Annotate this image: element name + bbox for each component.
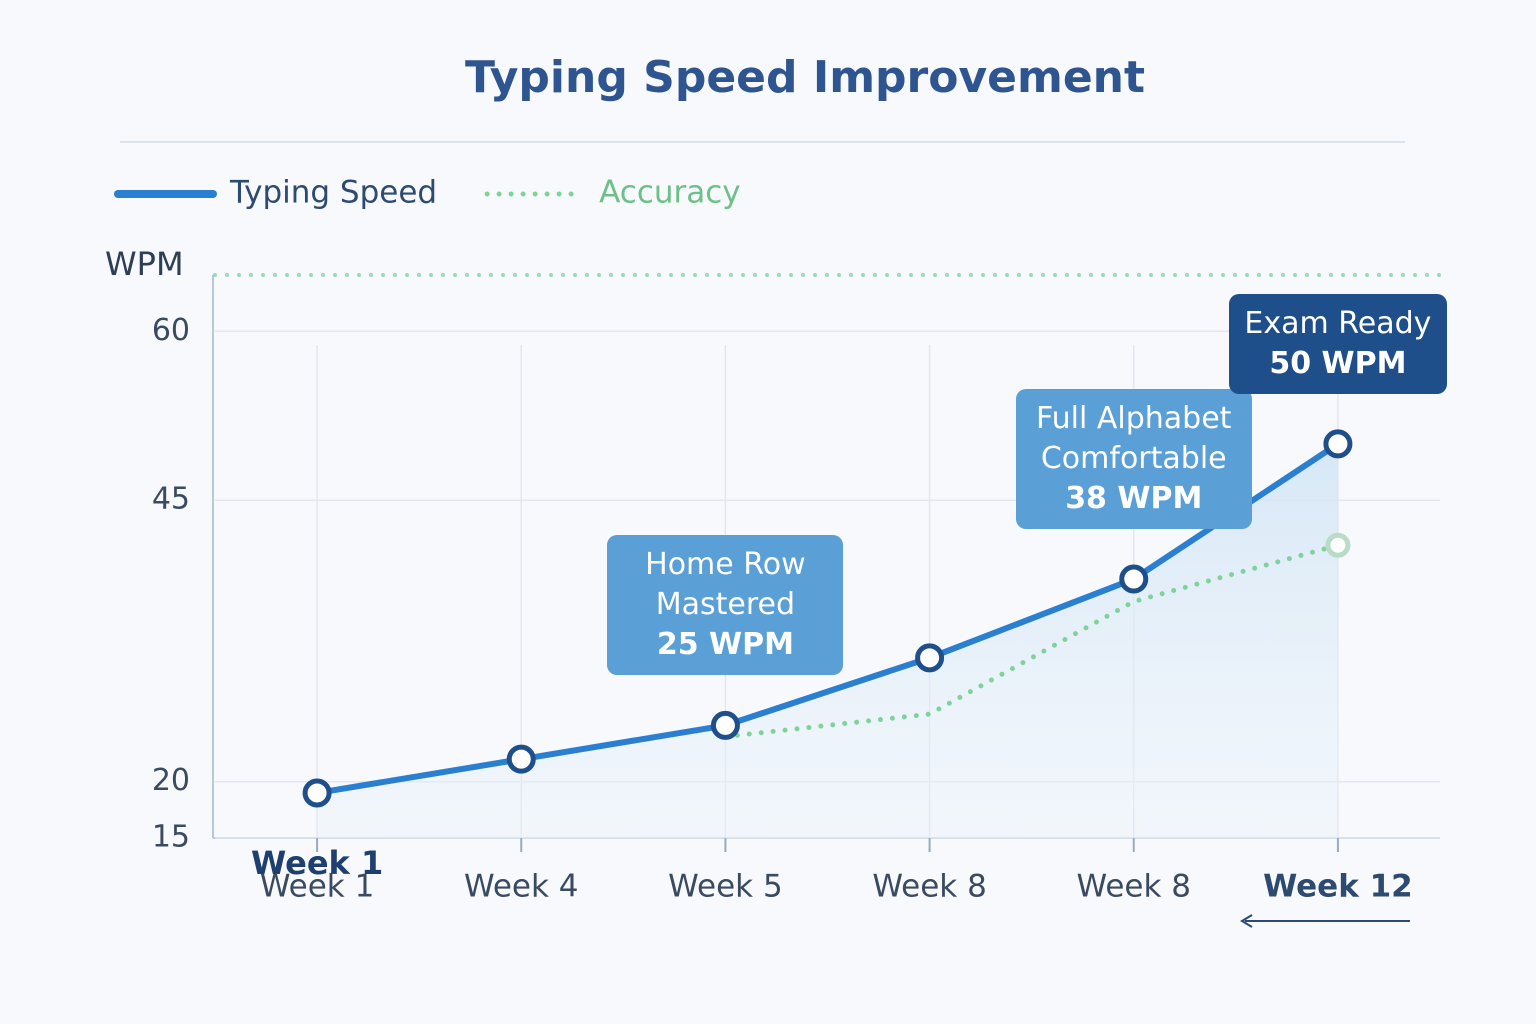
line (722, 542, 1341, 740)
legend-label: Typing Speed (229, 175, 437, 211)
chart-title: Typing Speed Improvement (465, 52, 1145, 103)
y-tick-label: 15 (152, 820, 190, 855)
start-label: Week 1 (251, 844, 383, 882)
x-tick-label: Week 1 (260, 869, 375, 905)
value-label: 38 WPM (1065, 481, 1203, 517)
x-tick-label: Week 5 (668, 869, 783, 905)
legend-label: Accuracy (599, 175, 741, 211)
annotation-text: Home Row Mastered (645, 547, 806, 623)
marker (1323, 429, 1353, 459)
x-tick-label: Week 12 (1263, 869, 1413, 905)
marker (302, 778, 332, 808)
y-axis-label: WPM (105, 245, 184, 283)
annotation-text: Exam Ready (1244, 305, 1432, 341)
value-label: 25 WPM (656, 627, 794, 663)
annotation-box: Exam Ready 50 WPM (1228, 293, 1447, 394)
y-tick-label: 60 (152, 313, 190, 348)
annotation-box: Home Row Mastered 25 WPM (607, 535, 844, 676)
marker (710, 710, 740, 740)
arrow-head (1240, 914, 1253, 928)
x-tick-label: Week 4 (464, 869, 579, 905)
y-tick-label: 20 (152, 763, 190, 798)
line (314, 440, 1341, 796)
annotation-text: Full Alphabet Comfortable (1036, 401, 1232, 477)
marker (915, 643, 945, 673)
y-tick-label: 45 (152, 482, 190, 517)
marker (1325, 532, 1351, 558)
marker (506, 744, 536, 774)
x-tick-label: Week 8 (1076, 869, 1191, 905)
marker (1119, 564, 1149, 594)
annotation-box: Full Alphabet Comfortable 38 WPM (1015, 389, 1252, 530)
x-tick-label: Week 8 (872, 869, 987, 905)
area (317, 443, 1338, 838)
value-label: 50 WPM (1269, 345, 1407, 381)
